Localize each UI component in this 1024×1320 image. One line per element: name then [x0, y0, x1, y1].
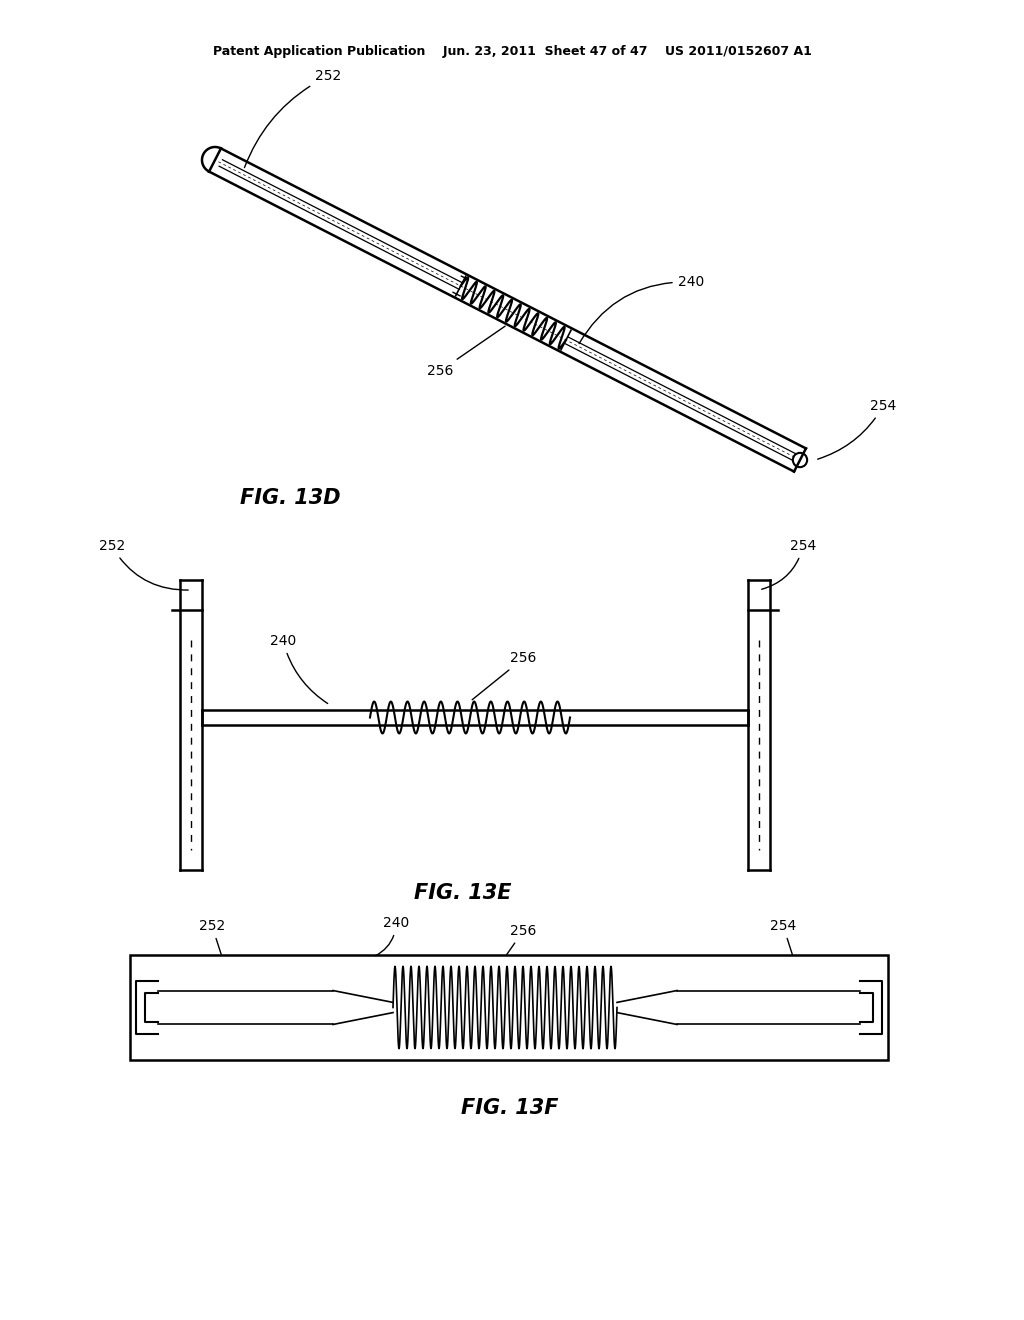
Text: 240: 240 [270, 634, 328, 704]
Text: 254: 254 [770, 919, 797, 954]
Text: 240: 240 [376, 916, 410, 956]
Text: FIG. 13D: FIG. 13D [240, 488, 341, 508]
Text: 252: 252 [245, 69, 341, 168]
Text: 256: 256 [472, 652, 537, 700]
Text: FIG. 13F: FIG. 13F [461, 1098, 559, 1118]
Text: 240: 240 [580, 275, 703, 343]
Text: 252: 252 [199, 919, 225, 954]
Text: FIG. 13E: FIG. 13E [415, 883, 512, 903]
Text: 254: 254 [762, 539, 816, 589]
Text: 254: 254 [817, 399, 896, 459]
Text: Patent Application Publication    Jun. 23, 2011  Sheet 47 of 47    US 2011/01526: Patent Application Publication Jun. 23, … [213, 45, 811, 58]
Text: 256: 256 [507, 924, 537, 954]
Bar [130, 954, 888, 1060]
Text: 252: 252 [98, 539, 188, 590]
Text: 256: 256 [427, 326, 505, 378]
